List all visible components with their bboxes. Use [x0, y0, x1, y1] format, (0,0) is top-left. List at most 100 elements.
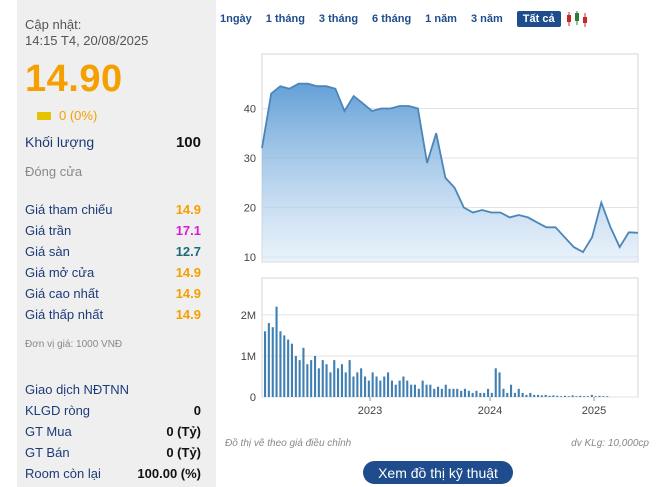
foreign-row-value: 0 (Tỷ) [166, 445, 201, 460]
foreign-row-value: 100.00 (%) [137, 466, 201, 481]
price-row-label: Giá cao nhất [25, 286, 99, 301]
price-row-value: 14.9 [175, 265, 201, 280]
foreign-row: Room còn lại 100.00 (%) [25, 466, 201, 481]
price-row-label: Giá thấp nhất [25, 307, 104, 322]
volume-bar [410, 384, 413, 397]
volume-bar [540, 395, 543, 397]
price-change: 0 (0%) [37, 108, 97, 123]
time-x-axis: 2023 2024 2025 [358, 397, 606, 417]
close-label: Đóng cửa [25, 164, 83, 179]
price-row-label: Giá tham chiếu [25, 202, 113, 217]
volume-bar [598, 395, 601, 397]
tab-1-year[interactable]: 1 năm [425, 13, 457, 25]
price-row: Giá mở cửa 14.9 [25, 265, 201, 280]
tab-all[interactable]: Tất cả [516, 11, 561, 27]
volume-bar [467, 390, 470, 397]
range-tabs: 1ngày 1 tháng 3 tháng 6 tháng 1 năm 3 nă… [220, 10, 589, 28]
volume-bar [379, 380, 382, 397]
volume-bar [529, 392, 532, 397]
volume-bar [444, 384, 447, 397]
volume-bar [471, 392, 474, 397]
volume-bar [571, 395, 574, 397]
tab-1-month[interactable]: 1 tháng [265, 13, 305, 25]
foreign-row: KLGD ròng 0 [25, 403, 201, 418]
volume-bar [425, 384, 428, 397]
volume-bar [287, 339, 290, 397]
volume-bar [590, 394, 593, 397]
volume-bar [417, 388, 420, 397]
foreign-title: Giao dịch NĐTNN [25, 382, 130, 397]
volume-bar [356, 372, 359, 397]
tab-3-year[interactable]: 3 năm [470, 13, 503, 25]
x-tick-label: 2024 [478, 405, 502, 417]
price-row-value: 14.9 [175, 286, 201, 301]
volume-bar [452, 388, 455, 397]
volume-bar [394, 384, 397, 397]
foreign-row: GT Bán 0 (Tỷ) [25, 445, 201, 460]
volume-bar [502, 388, 505, 397]
price-row: Giá cao nhất 14.9 [25, 286, 201, 301]
volume-y-tick: 1M [241, 351, 256, 363]
price-chart[interactable]: 10 20 30 40 [220, 40, 645, 270]
volume-bar [440, 388, 443, 397]
update-label: Cập nhật: [25, 17, 82, 32]
volume-value: 100 [175, 134, 201, 151]
foreign-row-label: KLGD ròng [25, 403, 91, 418]
volume-bar [294, 356, 297, 397]
volume-bar [579, 395, 582, 397]
volume-bar [337, 368, 340, 397]
price-row: Giá tham chiếu 14.9 [25, 202, 201, 217]
foreign-row-label: Room còn lại [25, 466, 101, 481]
candlestick-icon[interactable] [565, 10, 589, 28]
volume-bar [575, 396, 578, 397]
volume-unit-note: dv KLg: 10,000cp [571, 438, 649, 449]
price-row-value: 14.9 [175, 307, 201, 322]
volume-bar [333, 360, 336, 397]
volume-bar [498, 372, 501, 397]
stock-info-panel: Cập nhật: 14:15 T4, 20/08/2025 14.90 0 (… [17, 0, 216, 487]
foreign-row-label: GT Bán [25, 445, 70, 460]
volume-bar [429, 384, 432, 397]
volume-bar [321, 360, 324, 397]
volume-bar [544, 394, 547, 397]
volume-bar [329, 372, 332, 397]
volume-bar [325, 364, 328, 397]
price-row-label: Giá sàn [25, 244, 70, 259]
volume-y-tick: 2M [241, 310, 256, 322]
volume-bar [360, 368, 363, 397]
price-change-value: 0 (0%) [59, 108, 98, 123]
price-row-value: 17.1 [175, 223, 201, 238]
volume-bar [606, 396, 609, 397]
technical-chart-button[interactable]: Xem đồ thị kỹ thuật [363, 461, 513, 484]
volume-bar [298, 360, 301, 397]
volume-bar [525, 394, 528, 397]
tab-3-month[interactable]: 3 tháng [318, 13, 359, 25]
volume-bar [310, 360, 313, 397]
x-tick-label: 2025 [582, 405, 606, 417]
volume-bars [264, 306, 609, 397]
volume-bar [371, 372, 374, 397]
unit-note: Đơn vị giá: 1000 VNĐ [25, 339, 123, 350]
chart-note: Đồ thị vẽ theo giá điều chỉnh [225, 438, 352, 449]
volume-bar [567, 396, 570, 397]
volume-bar [463, 388, 466, 397]
price-row: Giá thấp nhất 14.9 [25, 307, 201, 322]
price-line [261, 82, 639, 254]
volume-bar [271, 327, 274, 397]
volume-bar [556, 395, 559, 397]
volume-bar [402, 376, 405, 397]
volume-bar [494, 368, 497, 397]
volume-bar [387, 372, 390, 397]
price-y-axis: 10 20 30 40 [244, 103, 256, 264]
volume-bar [398, 380, 401, 397]
price-y-tick: 20 [244, 203, 256, 215]
volume-row: Khối lượng 100 [25, 134, 201, 151]
tab-1-day[interactable]: 1ngày [220, 13, 252, 25]
price-row-value: 12.7 [175, 244, 201, 259]
volume-bar [521, 392, 524, 397]
volume-chart[interactable]: 0 1M 2M 2023 2024 2025 [220, 272, 645, 432]
volume-bar [483, 392, 486, 397]
volume-bar [437, 386, 440, 397]
volume-bar [367, 380, 370, 397]
tab-6-month[interactable]: 6 tháng [372, 13, 412, 25]
